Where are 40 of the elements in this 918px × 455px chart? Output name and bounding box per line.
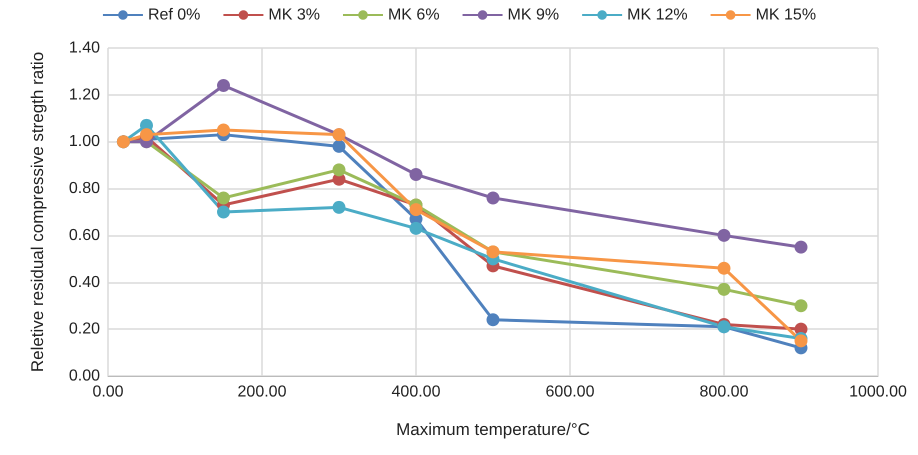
point [718,262,730,275]
legend-label: MK 9% [508,6,560,24]
y-axis-title: Reletive residual compressive stregth ratio [28,52,47,372]
y-tick-label: 0.40 [68,274,100,291]
y-tick-label: 1.20 [68,86,100,104]
point [332,163,346,176]
x-tick-label: 600.00 [546,384,595,400]
legend-label: MK 12% [627,6,688,24]
point [217,78,230,92]
legend-label: MK 15% [756,6,816,24]
x-tick-label: 200.00 [238,384,287,400]
y-tick-label: 1.40 [68,40,100,56]
point [332,140,346,153]
point [486,313,500,326]
point [140,128,153,142]
point [718,282,730,296]
y-tick-label: 0.60 [68,226,100,244]
x-axis-title: Maximum temperature/°C [396,420,590,439]
y-tick-label: 0.00 [68,368,100,384]
point [332,200,346,214]
point [217,206,230,218]
point [794,299,808,312]
x-tick-label: 800.00 [700,384,749,400]
point [410,222,422,235]
x-tick-label: 1000.00 [849,384,908,400]
y-tick-label: 1.00 [68,133,100,150]
point [217,191,230,204]
y-tick-label: 0.20 [68,320,100,338]
point [217,124,230,136]
point [486,191,500,204]
legend-label: MK 3% [268,6,320,24]
legend-label: Ref 0% [148,6,200,24]
point [410,168,422,182]
x-tick-label: 400.00 [392,384,441,400]
y-tick-label: 0.80 [68,180,100,198]
point [410,203,422,216]
legend-label: MK 6% [388,6,440,24]
point [794,240,808,254]
x-tick-label: 0.00 [92,384,124,400]
point [718,228,730,242]
